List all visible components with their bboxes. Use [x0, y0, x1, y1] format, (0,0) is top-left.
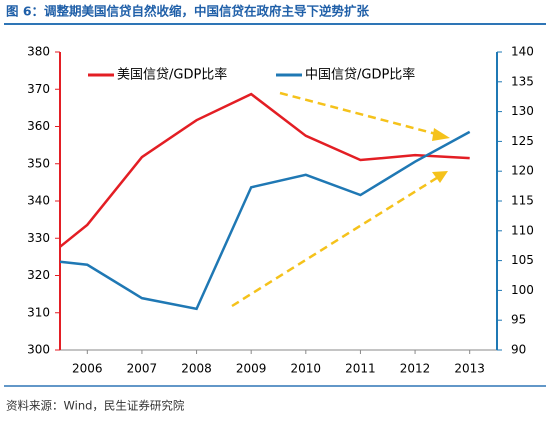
- annotation-arrows: [231, 91, 441, 308]
- legend-label: 美国信贷/GDP比率: [117, 67, 227, 83]
- y-tick-label: 300: [27, 343, 50, 357]
- x-tick-label: 2008: [181, 362, 212, 376]
- x-tick-label: 2006: [72, 362, 103, 376]
- series-line: [59, 130, 471, 311]
- arrow-heads: [432, 128, 450, 183]
- y2-tick-label: 115: [511, 194, 534, 208]
- y2-tick-label: 100: [511, 283, 534, 297]
- y-tick-label: 310: [27, 305, 50, 319]
- series-line: [59, 92, 470, 248]
- y-tick-label: 360: [27, 119, 50, 133]
- y2-tick-label: 120: [511, 164, 534, 178]
- y-tick-label: 320: [27, 268, 50, 282]
- y2-tick-label: 140: [511, 45, 534, 59]
- y2-tick-label: 95: [511, 313, 526, 327]
- y2-tick-label: 105: [511, 253, 534, 267]
- y-tick-label: 340: [27, 194, 50, 208]
- y2-tick-label: 90: [511, 343, 526, 357]
- y2-tick-label: 130: [511, 104, 534, 118]
- y-tick-label: 350: [27, 156, 50, 170]
- x-tick-label: 2010: [291, 362, 322, 376]
- source: 资料来源：Wind，民生证券研究院: [6, 399, 185, 413]
- x-tick-label: 2012: [400, 362, 431, 376]
- y2-tick-label: 125: [511, 134, 534, 148]
- y-tick-label: 380: [27, 45, 50, 59]
- x-tick-label: 2013: [454, 362, 485, 376]
- y2-tick-label: 110: [511, 223, 534, 237]
- title: 图 6：调整期美国信贷自然收缩，中国信贷在政府主导下逆势扩张: [6, 4, 370, 19]
- y2-tick-label: 135: [511, 74, 534, 88]
- y-tick-label: 330: [27, 231, 50, 245]
- legend-label: 中国信贷/GDP比率: [305, 67, 415, 83]
- x-tick-label: 2009: [236, 362, 267, 376]
- x-tick-label: 2011: [345, 362, 376, 376]
- x-tick-label: 2007: [127, 362, 158, 376]
- y-tick-label: 370: [27, 82, 50, 96]
